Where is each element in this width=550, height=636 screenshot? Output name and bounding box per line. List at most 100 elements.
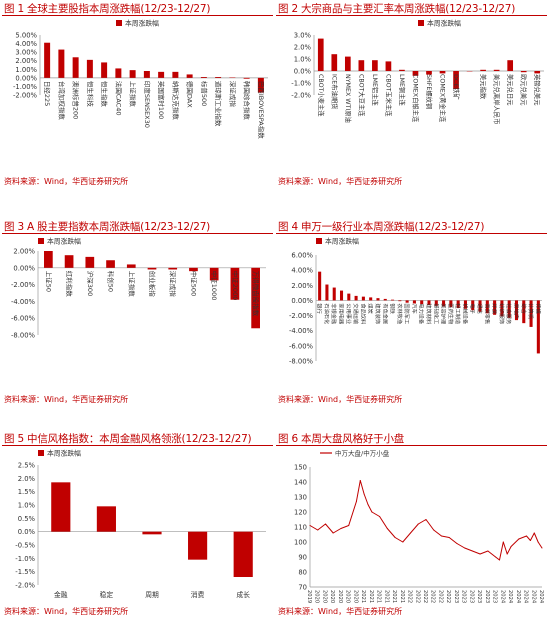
bar	[215, 77, 221, 78]
x-tick-label: 中证2000	[231, 271, 240, 301]
bar	[376, 298, 379, 300]
x-tick-label: ICE布油期货	[330, 74, 339, 109]
x-tick-label: 美元指数	[479, 74, 488, 100]
x-tick-label: 台湾加权指数	[57, 81, 66, 121]
bar-chart: -2.0%-1.5%-1.0%-0.5%0.0%0.5%1.0%1.5%2.0%…	[2, 447, 273, 603]
x-tick-label: 深证成指	[228, 81, 237, 108]
bar	[51, 482, 70, 531]
bar	[398, 300, 401, 301]
y-tick-label: 2.00%	[291, 282, 313, 290]
x-tick-label: 英国富时100	[157, 81, 166, 119]
x-tick-label: 巴西IBOVESPA指数	[257, 81, 266, 139]
x-tick-label: 道琼斯工业指数	[214, 81, 223, 127]
bar	[234, 532, 253, 577]
bar	[87, 60, 93, 78]
chart-title: 图 2 大宗商品与主要汇率本周涨跌幅(12/23-12/27)	[278, 1, 515, 16]
x-tick-label: 红利指数	[65, 271, 74, 298]
x-tick-label: 法国CAC40	[114, 81, 123, 116]
data-point	[364, 494, 365, 495]
legend-swatch	[38, 450, 44, 456]
x-tick-label: 沪深300	[86, 271, 95, 296]
x-tick-label: 交通运输	[352, 303, 360, 325]
data-point	[433, 530, 434, 531]
source-note: 资料来源：Wind，华西证券研究所	[4, 606, 128, 617]
x-tick-label: 轻工制造	[454, 303, 462, 325]
x-tick-label: 公用事业	[345, 303, 353, 324]
x-tick-label: 万得微盘股指数	[252, 271, 261, 317]
legend-swatch	[116, 20, 122, 26]
bar	[44, 251, 53, 268]
y-tick-label: 1.0%	[294, 56, 312, 64]
x-tick-label: 2021-12	[399, 590, 405, 603]
bar	[201, 77, 207, 78]
bar	[115, 68, 121, 77]
x-tick-label: 2020-02	[314, 590, 320, 603]
bar	[507, 60, 513, 71]
x-tick-label: 综合	[520, 303, 528, 314]
y-tick-label: 120	[294, 509, 307, 517]
x-tick-label: 钢铁	[389, 303, 397, 313]
bar	[144, 71, 150, 78]
x-tick-label: 金融	[54, 590, 68, 599]
data-point	[426, 519, 427, 520]
y-tick-label: 0.0%	[18, 528, 36, 536]
source-note: 资料来源：Wind，华西证券研究所	[4, 176, 128, 187]
y-tick-label: 70	[298, 584, 307, 592]
x-tick-label: 2022-04	[414, 590, 420, 603]
x-tick-label: 日经225	[43, 81, 52, 106]
legend-label: 本周涨跌幅	[325, 237, 359, 246]
data-point	[441, 536, 442, 537]
y-tick-label: 0.00%	[13, 264, 35, 272]
x-tick-label: 电子	[469, 303, 477, 313]
y-tick-label: 2.00%	[13, 248, 35, 256]
x-tick-label: 非银金融	[330, 303, 338, 324]
x-tick-label: 上证指数	[127, 271, 136, 298]
data-point	[317, 530, 318, 531]
x-tick-label: 2020-04	[321, 590, 327, 603]
bar	[73, 57, 79, 78]
data-point	[348, 525, 349, 526]
x-tick-label: 2021-08	[383, 590, 389, 603]
x-tick-label: 美元兑日元	[506, 74, 515, 106]
bar	[355, 296, 358, 301]
x-tick-label: LME铝主连	[371, 74, 380, 107]
source-note: 资料来源：Wind，华西证券研究所	[4, 394, 128, 405]
source-note: 资料来源：Wind，华西证券研究所	[278, 606, 402, 617]
x-tick-label: 成长	[236, 590, 250, 599]
bar	[130, 70, 136, 78]
data-point	[310, 525, 311, 526]
bar	[85, 257, 94, 268]
bar	[406, 300, 409, 302]
legend-label: 本周涨跌幅	[47, 237, 81, 246]
y-tick-label: 2.0%	[294, 44, 312, 52]
y-tick-label: 90	[298, 554, 307, 562]
data-point	[542, 548, 543, 549]
y-tick-label: 1.5%	[18, 488, 36, 496]
x-tick-label: 银行	[316, 303, 324, 313]
bar	[188, 532, 207, 560]
y-tick-label: -2.0%	[15, 582, 35, 590]
x-tick-label: 2022-12	[445, 590, 451, 603]
bar	[347, 294, 350, 301]
x-tick-label: 2023-08	[476, 590, 482, 603]
y-tick-label: -2.00%	[13, 92, 38, 100]
x-tick-label: 环保	[491, 303, 499, 314]
x-tick-label: 上证指数	[129, 81, 138, 108]
x-tick-label: 恒生科技	[86, 81, 95, 108]
x-tick-label: 2021-06	[376, 590, 382, 603]
bar	[399, 70, 405, 71]
x-tick-label: 韩国综合指数	[243, 81, 252, 121]
bar	[331, 54, 337, 71]
x-tick-label: 商贸零售	[483, 303, 491, 324]
bar	[494, 70, 500, 71]
x-tick-label: 澳洲标普200	[72, 81, 81, 119]
y-tick-label: 4.00%	[291, 267, 313, 275]
x-tick-label: CBOT大豆主连	[357, 74, 366, 117]
y-tick-label: -2.00%	[11, 281, 36, 289]
title-divider	[276, 445, 547, 446]
x-tick-label: 医药生物	[447, 303, 455, 324]
bar	[369, 297, 372, 300]
x-tick-label: 2024-06	[515, 590, 521, 603]
data-point	[495, 557, 496, 558]
source-note: 资料来源：Wind，华西证券研究所	[278, 176, 402, 187]
